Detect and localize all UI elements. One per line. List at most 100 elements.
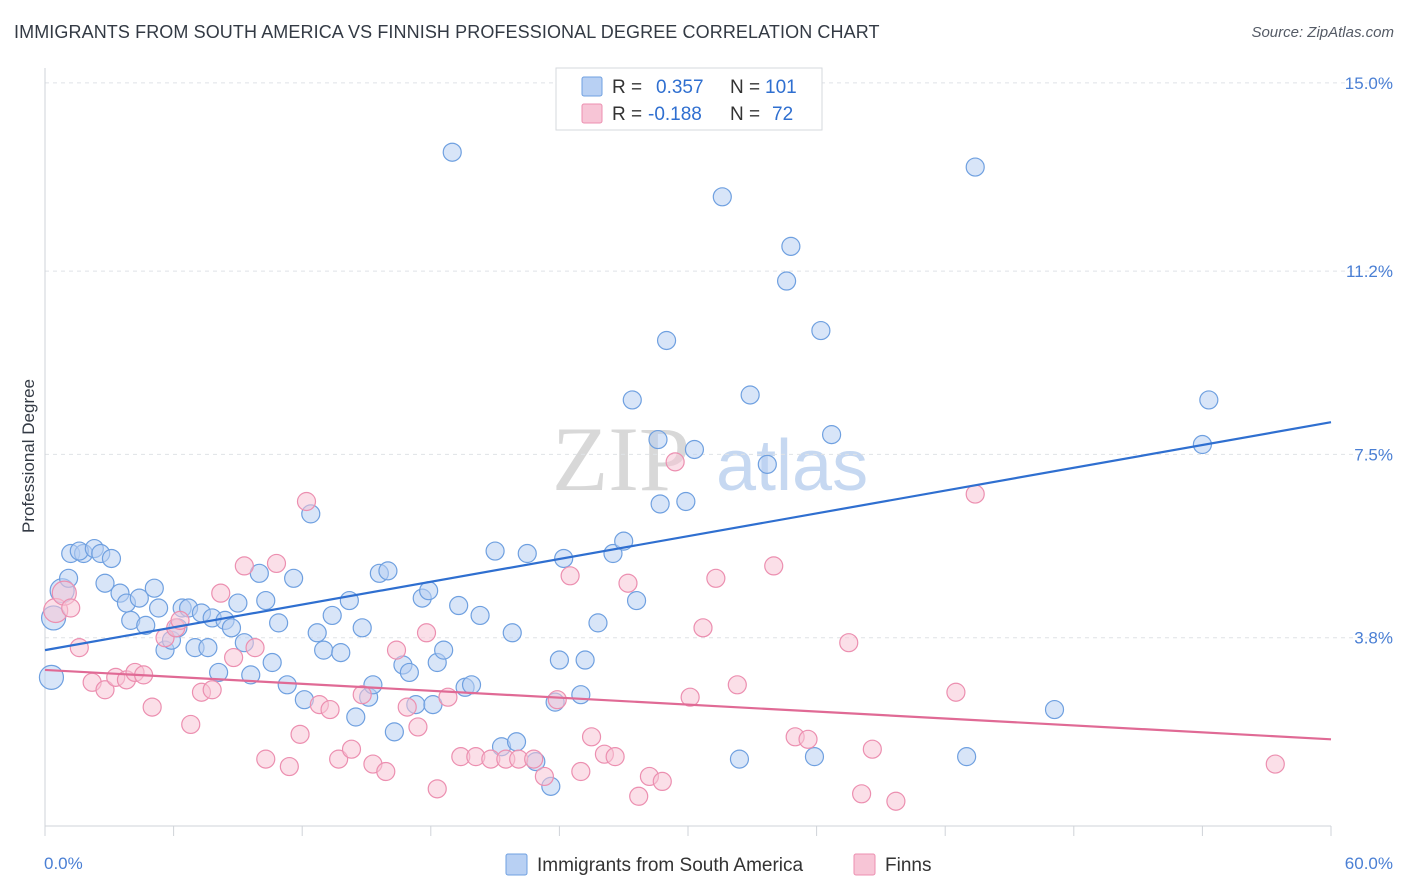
legend-n-value-2: 72 bbox=[772, 104, 793, 125]
point-south-america bbox=[656, 330, 677, 351]
point-finns bbox=[706, 568, 726, 588]
point-south-america bbox=[650, 494, 670, 514]
y-tick-label: 7.5% bbox=[1354, 445, 1393, 464]
legend-n-value-1: 101 bbox=[765, 77, 797, 98]
point-south-america bbox=[517, 543, 537, 564]
trend-line-south-america bbox=[44, 421, 1332, 652]
point-south-america bbox=[378, 561, 398, 581]
watermark: ZIP atlas bbox=[552, 408, 868, 510]
point-south-america bbox=[384, 722, 404, 742]
point-south-america bbox=[101, 548, 122, 569]
point-finns bbox=[665, 452, 685, 472]
point-south-america bbox=[757, 454, 777, 474]
y-axis-label: Professional Degree bbox=[19, 379, 38, 533]
point-south-america bbox=[449, 595, 469, 616]
point-finns bbox=[839, 633, 859, 653]
point-finns bbox=[560, 566, 580, 586]
legend-r-value-1: 0.357 bbox=[656, 77, 704, 98]
point-south-america bbox=[461, 675, 482, 695]
point-finns bbox=[534, 766, 554, 787]
bottom-legend-swatch-blue bbox=[505, 853, 528, 876]
point-finns bbox=[680, 687, 700, 707]
point-south-america bbox=[198, 638, 218, 658]
y-tick-labels: 3.8% 7.5% 11.2% 15.0% bbox=[1345, 74, 1393, 648]
point-finns bbox=[618, 573, 638, 593]
point-finns bbox=[764, 556, 784, 576]
point-south-america bbox=[209, 662, 229, 683]
point-finns bbox=[397, 697, 417, 717]
point-finns bbox=[605, 747, 625, 767]
point-south-america bbox=[95, 573, 115, 593]
legend-r-label-2: R = bbox=[612, 104, 642, 125]
x-tick-labels: 0.0% 60.0% bbox=[44, 854, 1393, 873]
point-finns bbox=[852, 784, 872, 804]
point-finns bbox=[142, 697, 162, 717]
point-finns bbox=[256, 749, 276, 769]
point-finns bbox=[965, 484, 985, 504]
point-south-america bbox=[740, 385, 760, 405]
point-south-america bbox=[136, 615, 156, 635]
point-south-america bbox=[622, 390, 642, 410]
point-south-america bbox=[965, 157, 985, 177]
point-finns bbox=[571, 761, 591, 782]
point-south-america bbox=[442, 142, 462, 162]
point-south-america bbox=[346, 707, 366, 727]
watermark-atlas: atlas bbox=[716, 426, 868, 506]
point-south-america bbox=[1044, 699, 1065, 720]
legend-n-label-2: N = bbox=[730, 104, 760, 125]
point-finns bbox=[329, 749, 349, 769]
point-finns bbox=[211, 583, 231, 603]
bottom-legend-label-2: Finns bbox=[885, 855, 931, 876]
point-south-america bbox=[331, 643, 351, 663]
point-south-america bbox=[648, 429, 668, 450]
point-finns bbox=[296, 491, 317, 512]
point-finns bbox=[652, 771, 672, 792]
point-finns bbox=[376, 761, 396, 782]
point-south-america bbox=[399, 662, 419, 683]
x-tick-label: 60.0% bbox=[1345, 854, 1393, 873]
correlation-legend: R = 0.357 N = 101 R = -0.188 N = 72 bbox=[555, 67, 823, 131]
point-south-america bbox=[314, 640, 334, 660]
point-south-america bbox=[470, 605, 490, 626]
legend-r-label-1: R = bbox=[612, 77, 642, 98]
point-south-america bbox=[1199, 390, 1219, 410]
point-south-america bbox=[626, 590, 647, 611]
point-finns bbox=[547, 690, 567, 710]
point-south-america bbox=[485, 541, 505, 561]
point-south-america bbox=[502, 623, 522, 643]
point-south-america bbox=[284, 568, 304, 588]
data-points bbox=[38, 142, 1285, 811]
point-south-america bbox=[811, 320, 831, 341]
point-finns bbox=[352, 685, 372, 705]
point-finns bbox=[427, 779, 447, 799]
point-south-america bbox=[228, 593, 248, 613]
y-tick-label: 15.0% bbox=[1345, 74, 1393, 93]
point-finns bbox=[886, 791, 906, 811]
point-finns bbox=[408, 717, 428, 737]
point-south-america bbox=[419, 581, 439, 601]
point-south-america bbox=[571, 685, 591, 705]
point-finns bbox=[95, 680, 115, 700]
point-finns bbox=[290, 724, 310, 744]
point-finns bbox=[320, 699, 340, 720]
y-tick-label: 11.2% bbox=[1346, 262, 1393, 281]
y-tick-label: 3.8% bbox=[1354, 629, 1393, 648]
point-finns bbox=[69, 638, 89, 658]
point-south-america bbox=[352, 618, 372, 638]
point-south-america bbox=[676, 491, 696, 512]
legend-n-label-1: N = bbox=[730, 77, 760, 98]
point-finns bbox=[581, 727, 602, 747]
legend-swatch-blue bbox=[581, 76, 603, 97]
point-south-america bbox=[614, 531, 634, 551]
point-finns bbox=[524, 749, 544, 769]
point-south-america bbox=[729, 749, 750, 769]
point-south-america bbox=[506, 732, 527, 752]
point-south-america bbox=[148, 598, 169, 618]
trend-line-finns bbox=[44, 668, 1332, 741]
point-finns bbox=[234, 556, 254, 576]
point-south-america bbox=[144, 578, 164, 598]
point-finns bbox=[1265, 754, 1285, 774]
point-south-america bbox=[575, 650, 595, 670]
point-south-america bbox=[129, 588, 149, 608]
source-label: Source: ZipAtlas.com bbox=[1251, 24, 1394, 41]
